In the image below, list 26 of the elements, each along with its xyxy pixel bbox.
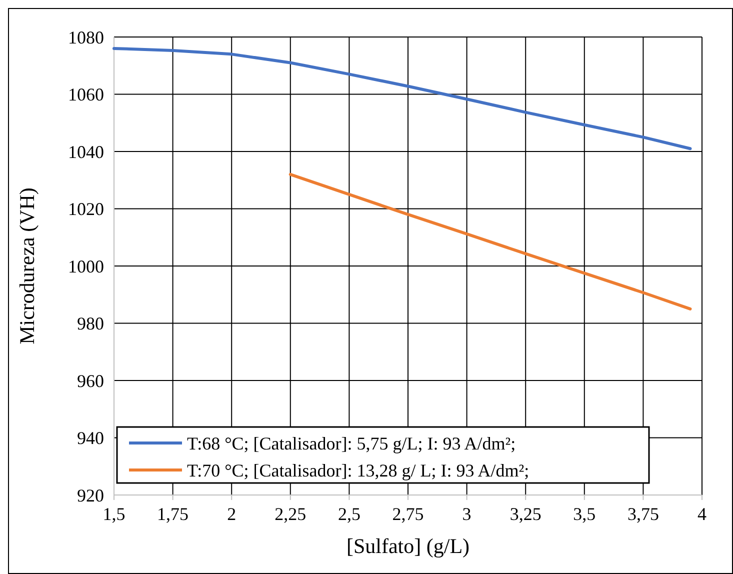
x-tick-label: 3,75 — [627, 504, 659, 524]
x-tick-label: 3,25 — [510, 504, 542, 524]
x-tick-label: 2 — [227, 504, 236, 524]
x-tick-label: 1,5 — [102, 504, 126, 524]
x-tick-label: 3,5 — [573, 504, 596, 524]
y-tick-label: 1060 — [68, 84, 104, 105]
x-tick-label: 2,5 — [338, 504, 360, 524]
legend-label: T:68 °C; [Catalisador]: 5,75 g/L; I: 93 A/dm²; — [187, 433, 516, 454]
y-tick-label: 1040 — [68, 142, 104, 162]
x-tick-label: 3 — [462, 504, 472, 524]
y-axis-title: Microdureza (VH) — [15, 188, 39, 344]
x-tick-label: 4 — [698, 504, 706, 524]
y-tick-label: 980 — [77, 314, 104, 334]
y-tick-label: 1020 — [68, 199, 104, 220]
y-tick-label: 920 — [77, 485, 104, 506]
y-tick-label: 960 — [77, 370, 104, 391]
x-tick-label: 2,75 — [392, 504, 424, 524]
y-tick-label: 1000 — [68, 256, 104, 276]
x-axis-title: [Sulfato] (g/L) — [346, 534, 470, 558]
x-tick-label: 2,25 — [274, 504, 306, 524]
line-series — [112, 46, 692, 150]
legend-label: T:70 °C; [Catalisador]: 13,28 g/ L; I: 93 A/dm²; — [187, 460, 530, 480]
x-tick-label: 1,75 — [157, 504, 189, 524]
y-tick-label: 940 — [77, 428, 104, 448]
line-series — [288, 172, 692, 310]
y-tick-label: 1080 — [68, 27, 104, 48]
